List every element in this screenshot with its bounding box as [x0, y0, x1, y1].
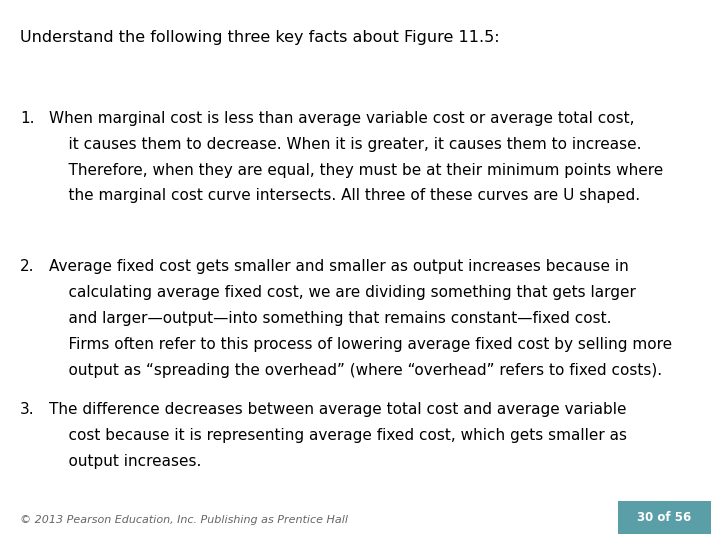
Text: cost because it is representing average fixed cost, which gets smaller as: cost because it is representing average …	[49, 428, 627, 443]
Text: The difference decreases between average total cost and average variable: The difference decreases between average…	[49, 402, 626, 417]
Text: Firms often refer to this process of lowering average fixed cost by selling more: Firms often refer to this process of low…	[49, 337, 672, 352]
Text: the marginal cost curve intersects. All three of these curves are U shaped.: the marginal cost curve intersects. All …	[49, 188, 640, 204]
Text: When marginal cost is less than average variable cost or average total cost,: When marginal cost is less than average …	[49, 111, 634, 126]
Text: 30 of 56: 30 of 56	[637, 511, 692, 524]
Text: 1.: 1.	[20, 111, 35, 126]
Text: output increases.: output increases.	[49, 454, 202, 469]
Text: and larger—output—into something that remains constant—fixed cost.: and larger—output—into something that re…	[49, 311, 611, 326]
Text: calculating average fixed cost, we are dividing something that gets larger: calculating average fixed cost, we are d…	[49, 285, 636, 300]
Text: Average fixed cost gets smaller and smaller as output increases because in: Average fixed cost gets smaller and smal…	[49, 259, 629, 274]
Text: it causes them to decrease. When it is greater, it causes them to increase.: it causes them to decrease. When it is g…	[49, 137, 642, 152]
Text: Therefore, when they are equal, they must be at their minimum points where: Therefore, when they are equal, they mus…	[49, 163, 663, 178]
FancyBboxPatch shape	[618, 501, 711, 534]
Text: 3.: 3.	[20, 402, 35, 417]
Text: 2.: 2.	[20, 259, 35, 274]
Text: © 2013 Pearson Education, Inc. Publishing as Prentice Hall: © 2013 Pearson Education, Inc. Publishin…	[20, 515, 348, 525]
Text: Understand the following three key facts about Figure 11.5:: Understand the following three key facts…	[20, 30, 500, 45]
Text: output as “spreading the overhead” (where “overhead” refers to fixed costs).: output as “spreading the overhead” (wher…	[49, 363, 662, 378]
